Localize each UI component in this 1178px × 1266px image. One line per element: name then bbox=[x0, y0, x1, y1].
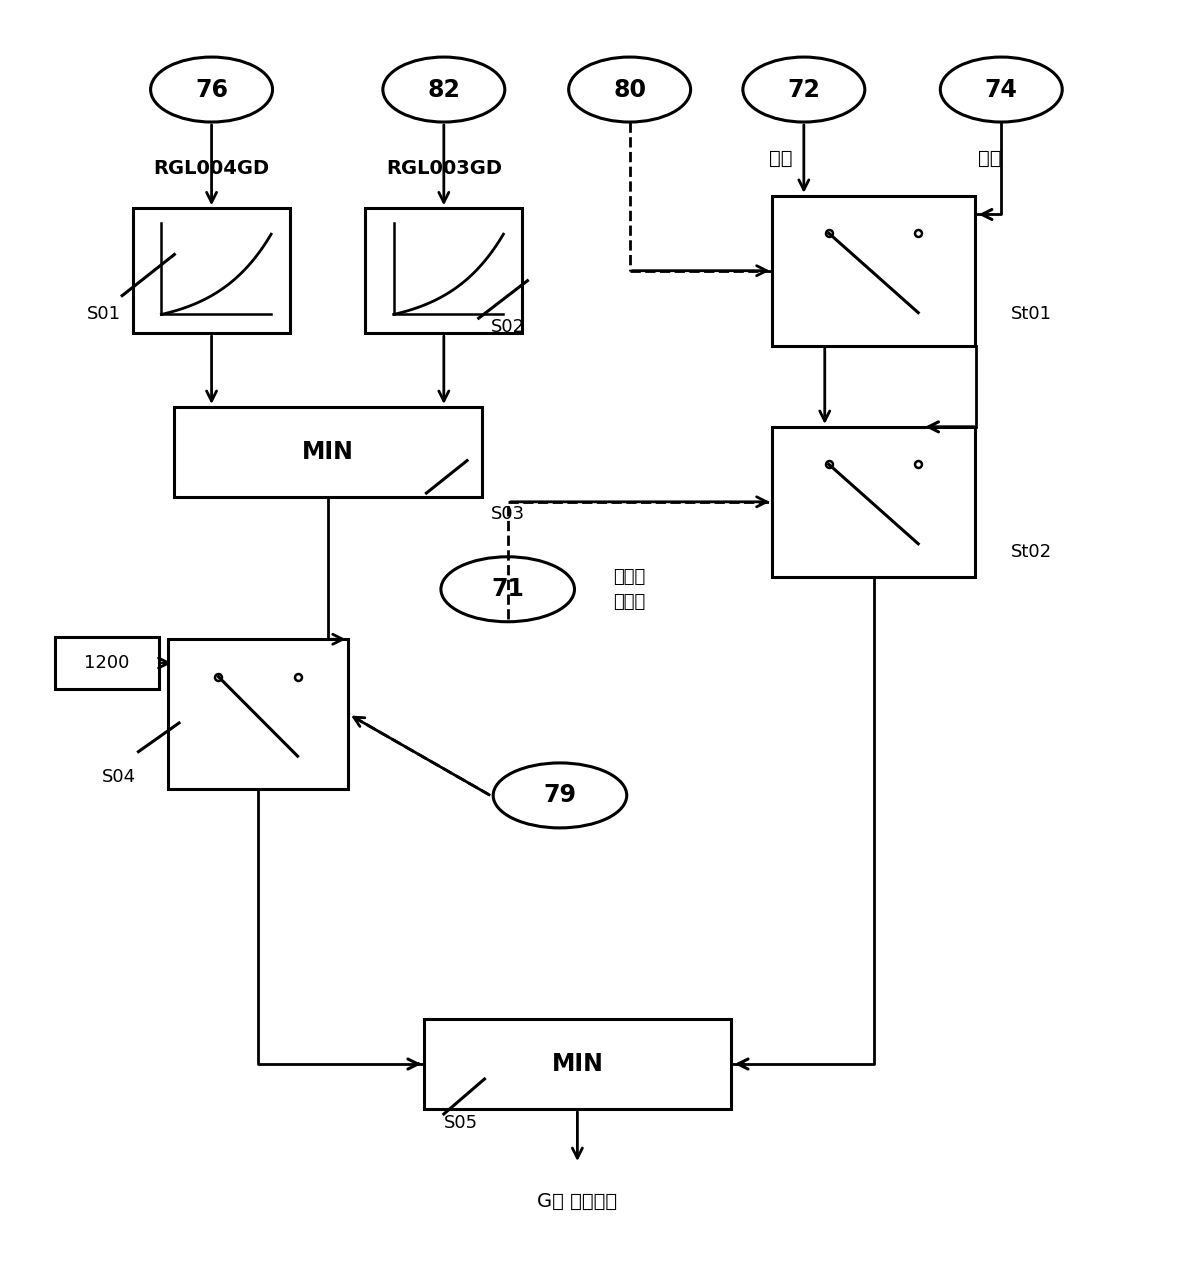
Bar bbox=[55, 637, 159, 689]
Text: S02: S02 bbox=[491, 318, 524, 335]
Bar bbox=[772, 427, 975, 577]
Bar bbox=[174, 406, 482, 496]
Text: G棒 棒位定值: G棒 棒位定值 bbox=[537, 1193, 617, 1212]
Text: 手动: 手动 bbox=[978, 148, 1001, 168]
Text: 80: 80 bbox=[613, 77, 647, 101]
Text: 79: 79 bbox=[543, 784, 576, 808]
Text: S05: S05 bbox=[444, 1114, 478, 1132]
Text: 82: 82 bbox=[428, 77, 461, 101]
Text: St02: St02 bbox=[1011, 543, 1052, 561]
Text: 74: 74 bbox=[985, 77, 1018, 101]
Bar bbox=[133, 208, 290, 333]
Text: S01: S01 bbox=[86, 305, 120, 323]
Text: MIN: MIN bbox=[302, 439, 353, 463]
Text: RGL003GD: RGL003GD bbox=[386, 158, 502, 177]
Text: 76: 76 bbox=[196, 77, 229, 101]
Bar bbox=[365, 208, 522, 333]
Bar bbox=[772, 196, 975, 346]
Text: RGL004GD: RGL004GD bbox=[153, 158, 270, 177]
Text: 71: 71 bbox=[491, 577, 524, 601]
Bar bbox=[424, 1019, 732, 1109]
Bar bbox=[168, 639, 348, 789]
Text: MIN: MIN bbox=[551, 1052, 603, 1076]
Text: 发生负
荷速降: 发生负 荷速降 bbox=[614, 567, 646, 610]
Text: S03: S03 bbox=[491, 505, 524, 523]
Text: St01: St01 bbox=[1011, 305, 1052, 323]
Text: 1200: 1200 bbox=[85, 655, 130, 672]
Text: S04: S04 bbox=[101, 767, 135, 786]
Text: 自动: 自动 bbox=[769, 148, 793, 168]
Text: 72: 72 bbox=[787, 77, 820, 101]
